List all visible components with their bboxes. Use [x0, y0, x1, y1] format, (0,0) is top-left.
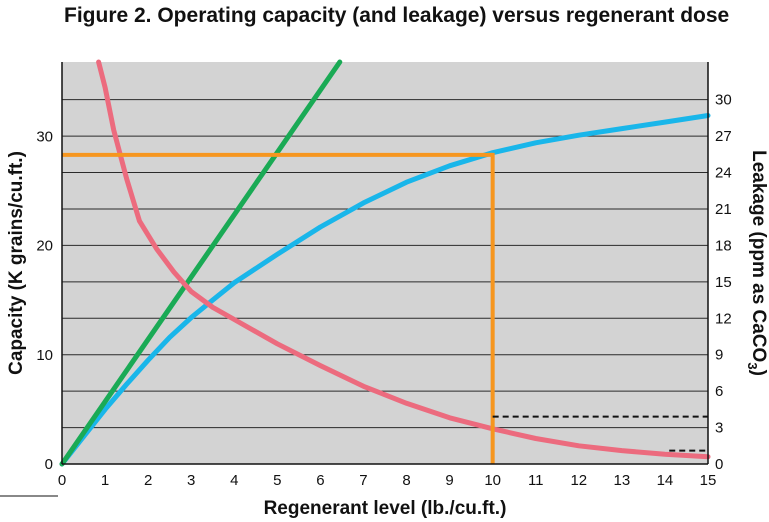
y-tick-label-0: 0 — [45, 456, 53, 473]
y2-tick-label-0: 0 — [715, 456, 723, 473]
plot-background — [62, 62, 708, 464]
y2-tick-label-27: 27 — [715, 128, 732, 145]
y2-tick-label-18: 18 — [715, 237, 732, 254]
x-tick-label-15: 15 — [700, 472, 717, 489]
y2-tick-label-6: 6 — [715, 383, 723, 400]
series-line-leakage — [96, 59, 711, 460]
y2-tick-label-3: 3 — [715, 420, 723, 437]
y-axis-label: Capacity (K grains/cu.ft.) — [6, 151, 27, 375]
x-axis-label: Regenerant level (lb./cu.ft.) — [264, 498, 507, 519]
y2-tick-label-12: 12 — [715, 310, 732, 327]
y2-axis-label-close: ) — [748, 370, 769, 376]
series-line-operating-capacity — [59, 113, 711, 467]
x-tick-label-11: 11 — [528, 472, 544, 489]
y-tick-label-10: 10 — [36, 347, 53, 364]
x-tick-label-2: 2 — [144, 472, 152, 489]
x-tick-label-13: 13 — [614, 472, 631, 489]
x-tick-label-8: 8 — [402, 472, 410, 489]
tick-labels: 0 1 2 3 4 5 6 7 8 9 10 11 12 13 14 15010203003691215182… — [36, 92, 731, 489]
x-tick-label-14: 14 — [657, 472, 674, 489]
series-layer — [59, 59, 711, 467]
annotation-layer — [62, 152, 708, 464]
x-tick-label-5: 5 — [273, 472, 281, 489]
y2-tick-label-24: 24 — [715, 165, 732, 182]
x-tick-label-4: 4 — [230, 472, 238, 489]
y2-tick-label-30: 30 — [715, 92, 732, 109]
y2-tick-label-21: 21 — [715, 201, 732, 218]
x-tick-label-1: 1 — [101, 472, 109, 489]
x-tick-label-7: 7 — [359, 472, 367, 489]
x-tick-label-10: 10 — [484, 472, 501, 489]
y2-tick-label-9: 9 — [715, 347, 723, 364]
x-tick-label-9: 9 — [445, 472, 453, 489]
y-tick-label-20: 20 — [36, 238, 53, 255]
x-tick-label-0: 0 — [58, 472, 66, 489]
grid — [62, 99, 708, 429]
x-tick-label-6: 6 — [316, 472, 324, 489]
x-tick-label-3: 3 — [187, 472, 195, 489]
y-tick-label-30: 30 — [36, 128, 53, 145]
series-line-theoretical-capacity — [59, 59, 343, 467]
y2-tick-label-15: 15 — [715, 274, 732, 291]
x-tick-label-12: 12 — [570, 472, 587, 489]
chart-title: Figure 2. Operating capacity (and leakag… — [64, 4, 730, 27]
y2-axis-label-main: Leakage (ppm as CaCO — [748, 150, 769, 362]
y2-axis-label: Leakage (ppm as CaCO3) — [745, 150, 769, 376]
y2-axis-label-subscript: 3 — [745, 362, 760, 369]
